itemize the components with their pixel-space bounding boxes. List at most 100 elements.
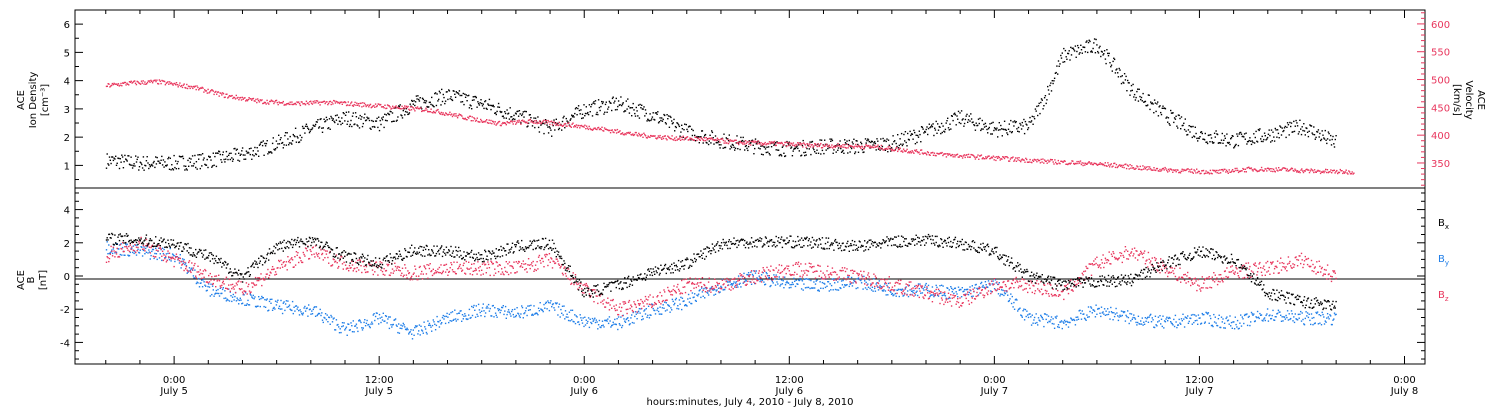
velocity-series-point [521, 120, 523, 122]
density-series-point [145, 165, 147, 167]
by-series-point [406, 327, 408, 329]
velocity-series-point [1125, 163, 1127, 165]
bz-series-point [135, 246, 138, 248]
by-series-point [1209, 315, 1211, 317]
bz-series-point [115, 253, 118, 255]
by-series-point [547, 300, 549, 302]
by-series-point [1236, 319, 1239, 322]
density-series-point [444, 102, 446, 105]
density-series-point [1096, 44, 1098, 46]
by-series-point [573, 321, 575, 323]
density-series-point [582, 117, 584, 119]
velocity-series-point [773, 142, 775, 144]
density-series-point [484, 100, 487, 102]
density-series-point [401, 117, 404, 119]
by-series-point [1161, 325, 1163, 328]
density-series-point [1007, 128, 1010, 130]
velocity-series-point [300, 101, 302, 103]
density-series-point [221, 154, 224, 156]
density-series-point [1027, 127, 1030, 129]
bz-series-point [152, 255, 155, 257]
by-series-point [592, 320, 594, 322]
velocity-series-point [1014, 157, 1017, 159]
by-series-point [939, 285, 941, 287]
density-series-point [228, 152, 231, 155]
velocity-series-point [744, 140, 747, 142]
by-series-point [1316, 312, 1318, 315]
velocity-series-point [595, 128, 597, 130]
by-series-point [970, 295, 973, 298]
velocity-series-point [196, 85, 198, 87]
density-series-point [895, 142, 897, 145]
density-series-point [572, 115, 574, 117]
density-series-point [444, 100, 447, 102]
density-series-point [1244, 138, 1246, 140]
density-series-point [214, 155, 216, 158]
by-series-point [679, 303, 681, 305]
by-series-point [1067, 326, 1070, 328]
density-series-point [484, 100, 486, 103]
density-series-point [179, 156, 181, 158]
by-series-point [305, 307, 308, 310]
velocity-series-point [797, 142, 800, 144]
density-series-point [861, 149, 864, 151]
by-series-point [260, 297, 262, 300]
by-series-point [501, 306, 503, 309]
velocity-series-point [869, 145, 871, 147]
density-series-point [1196, 137, 1198, 140]
by-series-point [1269, 314, 1271, 316]
by-series-point [807, 278, 809, 280]
velocity-series-point [1043, 162, 1045, 164]
velocity-series-point [1083, 162, 1085, 164]
density-series-point [677, 122, 679, 125]
velocity-series-point [339, 102, 341, 105]
by-series-point [361, 329, 364, 331]
velocity-series-point [1132, 167, 1135, 169]
density-series-point [601, 100, 603, 103]
velocity-series-point [1346, 172, 1348, 174]
density-series-point [459, 94, 461, 97]
velocity-series-point [1134, 168, 1136, 170]
by-series-point [760, 279, 762, 281]
velocity-series-point [1085, 163, 1088, 165]
velocity-series-point [1314, 171, 1317, 173]
density-series-point [105, 167, 108, 169]
velocity-series-point [211, 89, 214, 91]
density-series-point [744, 145, 747, 148]
density-series-point [1018, 131, 1020, 133]
velocity-series-point [1055, 163, 1058, 165]
velocity-series-point [1213, 170, 1215, 172]
by-series-point [686, 305, 688, 307]
by-series-point [285, 300, 288, 302]
velocity-series-point [112, 83, 114, 86]
by-series-point [1013, 301, 1015, 304]
velocity-series-point [966, 154, 968, 156]
by-series-point [276, 301, 278, 303]
by-series-point [593, 319, 595, 321]
velocity-series-point [693, 139, 695, 141]
by-series-point [627, 317, 629, 319]
velocity-series-point [976, 156, 978, 158]
density-series-point [178, 167, 180, 170]
by-series-point [1275, 316, 1277, 318]
by-series-point [1187, 315, 1189, 317]
velocity-series-point [1269, 168, 1271, 170]
velocity-series-point [259, 99, 261, 101]
density-series-point [532, 120, 534, 123]
density-series-point [128, 163, 131, 165]
velocity-series-point [709, 138, 712, 140]
density-series-point [638, 117, 641, 119]
velocity-series-point [1017, 159, 1019, 161]
by-series-point [781, 283, 784, 285]
by-series-point [805, 278, 807, 280]
density-series-point [351, 125, 353, 128]
by-series-point [917, 294, 919, 297]
density-series-point [1126, 90, 1128, 92]
velocity-series-point [171, 83, 173, 85]
by-series-point [1226, 320, 1229, 322]
by-series-point [413, 334, 415, 336]
by-series-point [635, 313, 637, 315]
velocity-series-point [135, 83, 138, 86]
density-series-point [145, 160, 148, 162]
velocity-series-point [1231, 169, 1234, 171]
